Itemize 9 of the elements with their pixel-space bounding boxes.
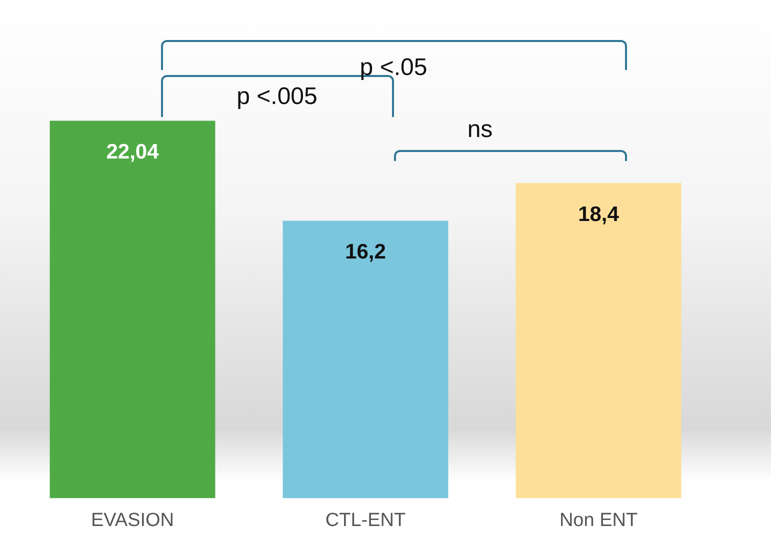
text: p <.05 <box>360 54 428 82</box>
text: p <.005 <box>236 83 318 111</box>
x-tick-label: CTL-ENT <box>325 510 406 531</box>
x-tick-label: Non ENT <box>559 510 638 531</box>
annotation: ns <box>467 116 493 144</box>
x-tick-label: EVASION <box>90 510 174 531</box>
data-label: 18,4 <box>578 202 620 226</box>
data-label: 16,2 <box>345 240 386 264</box>
data-label: 22,04 <box>106 140 160 164</box>
